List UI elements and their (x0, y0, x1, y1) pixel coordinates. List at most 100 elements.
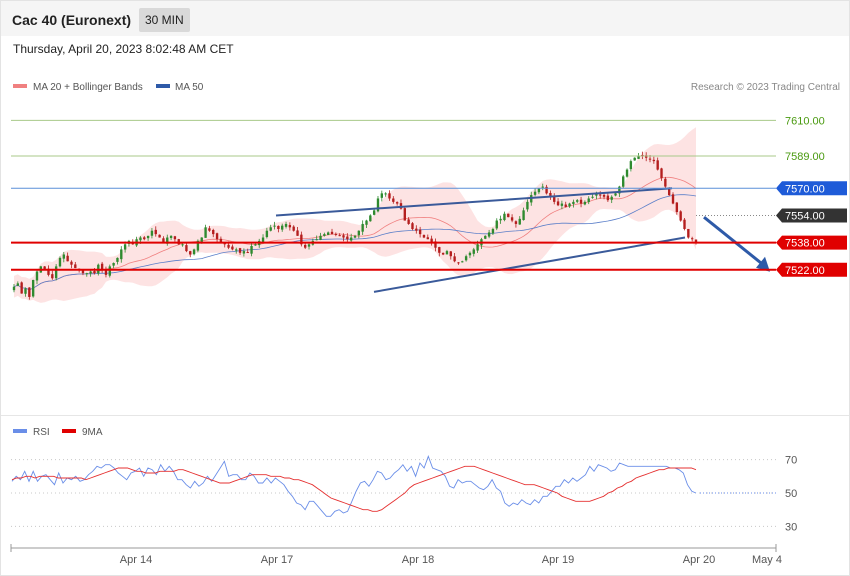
ma50-legend-label: MA 50 (175, 82, 204, 93)
time-tick-label: Apr 17 (261, 554, 293, 566)
candle-body (51, 274, 54, 279)
candle-body (541, 186, 544, 188)
last-level-tag (776, 208, 847, 223)
timeframe-badge[interactable]: 30 MIN (139, 8, 190, 32)
bollinger-band (14, 127, 696, 303)
candle-body (43, 266, 46, 270)
panel-separator (1, 415, 849, 416)
candle-body (484, 235, 487, 239)
candle-body (629, 161, 633, 170)
upper-trendline (275, 187, 673, 217)
candle-body (238, 248, 242, 253)
candle-body (242, 251, 246, 254)
candle-body (495, 220, 498, 229)
candle-body (265, 230, 269, 238)
candle-body (353, 235, 357, 238)
candle-body (392, 198, 395, 202)
target-level-label: 7610.00 (785, 115, 825, 127)
candle-body (491, 229, 495, 234)
candle-body (369, 215, 372, 222)
candle-body (422, 235, 426, 238)
candle-body (606, 195, 610, 201)
candle-body (204, 227, 207, 238)
candle-body (579, 199, 583, 204)
candle-body (384, 193, 387, 195)
candle-body (146, 235, 150, 239)
candle-body (625, 169, 629, 177)
candle-body (461, 261, 464, 263)
candle-body (173, 236, 177, 240)
candle-body (576, 200, 579, 202)
candle-body (476, 244, 479, 251)
candle-body (514, 221, 518, 224)
candle-body (602, 194, 606, 197)
rsi-tick-label: 50 (785, 488, 797, 500)
rsi-tick-label: 30 (785, 521, 797, 533)
candle-body (66, 255, 69, 262)
candle-body (24, 288, 27, 294)
candle-body (553, 195, 556, 202)
candle-body (108, 266, 111, 276)
candle-body (453, 256, 456, 262)
candle-body (139, 237, 142, 241)
candle-body (104, 269, 108, 275)
candle-body (376, 198, 380, 212)
candle-body (349, 237, 353, 241)
candle-body (648, 158, 652, 160)
ma20-legend-swatch (13, 84, 27, 88)
candle-body (334, 233, 338, 235)
candle-body (365, 220, 368, 225)
candle-body (395, 202, 399, 204)
resistance-level-label: 7570.00 (785, 183, 825, 195)
candle-body (288, 225, 292, 228)
candle-body (641, 155, 644, 157)
chart-datetime: Thursday, April 20, 2023 8:02:48 AM CET (13, 42, 234, 56)
time-tick-label: Apr 14 (120, 554, 152, 566)
candle-body (388, 193, 391, 199)
candle-body (690, 238, 694, 240)
candle-body (445, 251, 449, 255)
candle-body (54, 266, 58, 279)
candle-body (487, 232, 491, 237)
candle-body (683, 219, 686, 230)
forecast-arrow-head (756, 256, 770, 272)
candle-body (687, 228, 690, 238)
price-panel (12, 127, 770, 303)
candle-body (595, 193, 598, 196)
candle-body (112, 262, 115, 266)
candle-body (231, 246, 234, 250)
candle-body (323, 234, 326, 236)
candle-body (694, 239, 698, 243)
candle-body (62, 254, 65, 259)
lower-trendline (373, 236, 686, 293)
candle-body (81, 269, 85, 274)
candle-body (407, 219, 410, 224)
candle-body (583, 201, 587, 205)
candle-body (31, 279, 35, 297)
candle-body (150, 230, 154, 236)
candle-body (269, 227, 272, 231)
candle-body (158, 234, 161, 238)
candle-body (85, 273, 88, 275)
candle-body (656, 160, 659, 170)
candle-body (510, 217, 514, 221)
candle-body (556, 201, 560, 206)
candle-body (58, 257, 62, 267)
candle-body (434, 241, 437, 248)
candle-body (70, 261, 73, 265)
time-axis: Apr 14 Apr 17 Apr 18 Apr 19 Apr 20 May 4 (10, 544, 782, 566)
candle-body (357, 230, 361, 236)
candle-body (330, 231, 334, 235)
support-level-tag (776, 235, 847, 250)
candle-body (284, 223, 288, 227)
candle-body (192, 249, 196, 255)
candle-body (418, 229, 422, 235)
candle-body (591, 196, 594, 198)
rsi-line (11, 454, 697, 517)
candle-body (572, 201, 575, 204)
candle-body (507, 213, 510, 218)
candle-body (342, 235, 345, 238)
candle-body (411, 223, 414, 230)
candle-body (292, 226, 295, 231)
candle-body (12, 286, 16, 291)
